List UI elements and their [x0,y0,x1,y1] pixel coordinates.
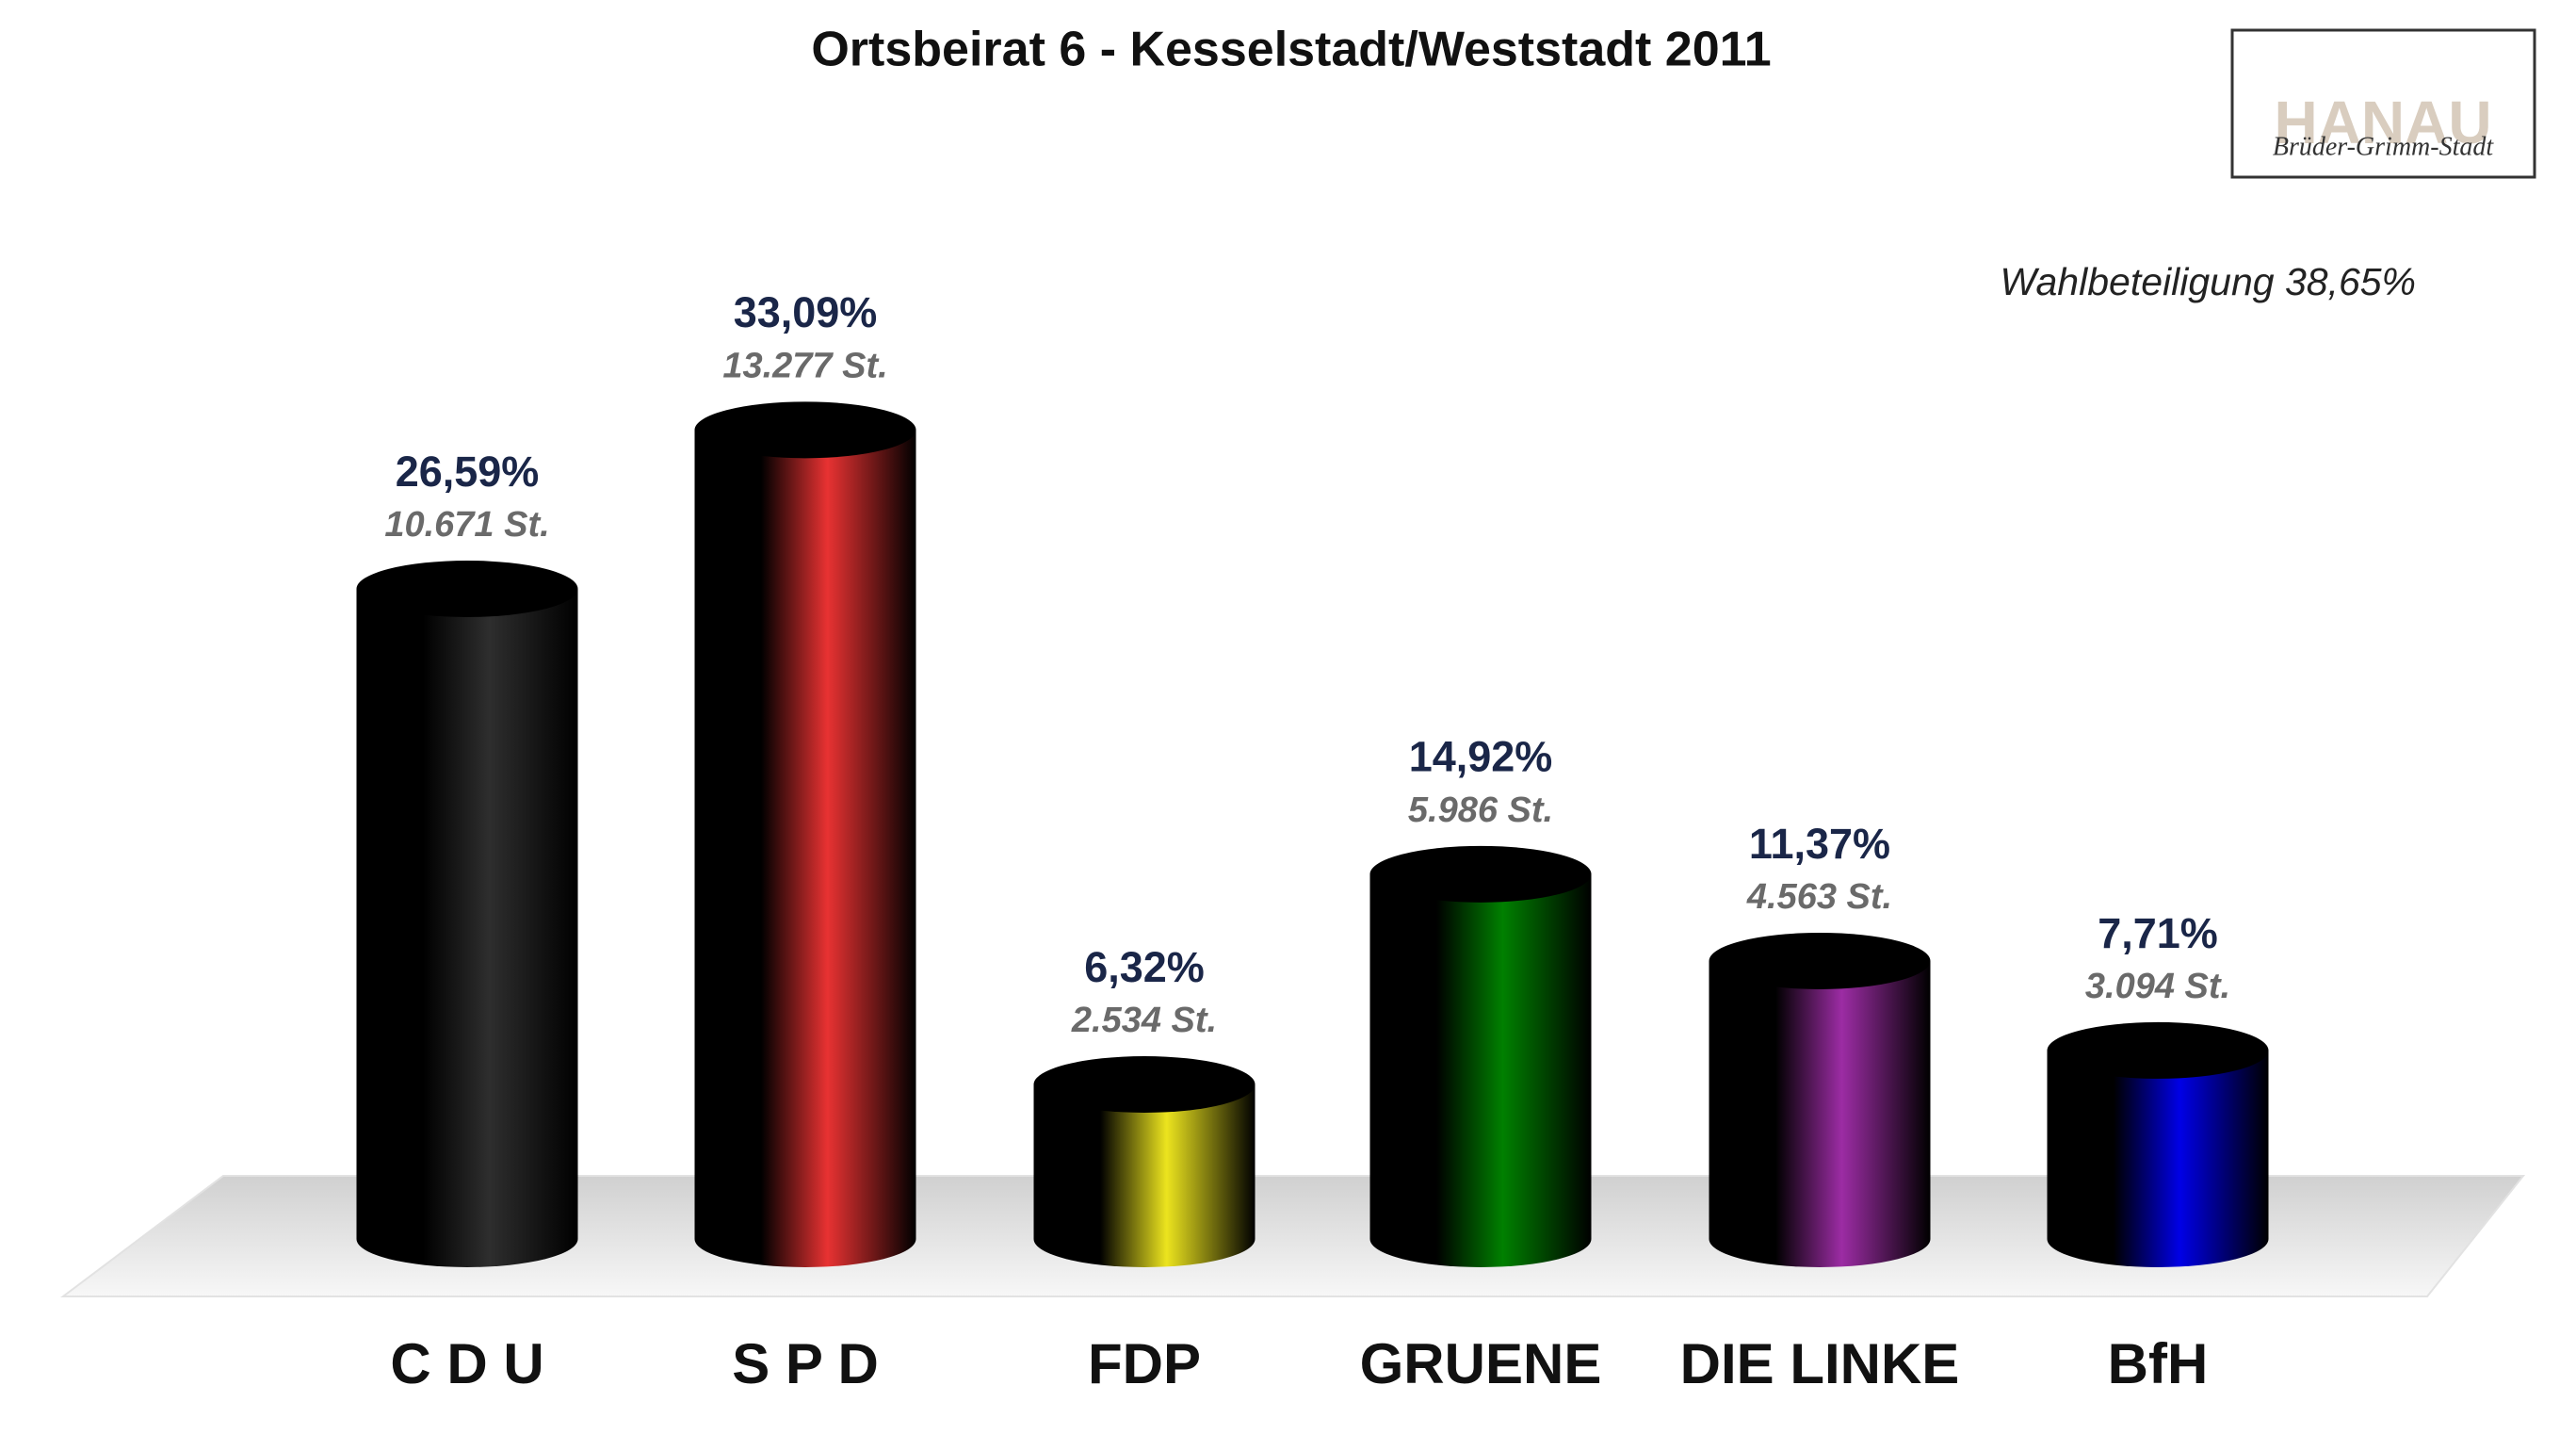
cylinder-top [694,401,916,459]
chart-title: Ortsbeirat 6 - Kesselstadt/Weststadt 201… [811,23,1771,77]
logo: HANAU Brüder-Grimm-Stadt [2230,28,2536,179]
x-tick-label: GRUENE [1360,1332,1602,1395]
votes-label: 2.534 St. [1071,1001,1217,1040]
cylinder-top [1369,845,1592,903]
value-label: 6,32% [1084,943,1205,991]
cylinder-top [356,560,578,617]
logo-frame [2230,28,2536,179]
value-label: 7,71% [2098,909,2218,957]
cylinder-body [694,430,916,1267]
value-label: 14,92% [1409,733,1553,781]
votes-label: 13.277 St. [722,346,887,385]
annotation: Wahlbeteiligung 38,65% [2001,260,2416,303]
cylinder-body [356,588,578,1267]
value-label: 11,37% [1749,820,1890,868]
x-tick-label: C D U [390,1332,543,1395]
value-label: 33,09% [734,288,878,336]
cylinder-top [1033,1055,1256,1113]
cylinder-top [1709,932,1931,989]
x-tick-label: BfH [2108,1332,2209,1395]
x-tick-label: FDP [1088,1332,1201,1395]
cylinder-body [1369,873,1592,1268]
votes-label: 5.986 St. [1408,790,1553,830]
logo-subtitle: Brüder-Grimm-Stadt [2273,132,2495,161]
cylinder-top [2047,1021,2269,1079]
x-tick-label: DIE LINKE [1680,1332,1960,1395]
logo-title: HANAU [2274,89,2491,156]
cylinder-body [2047,1050,2269,1268]
votes-label: 4.563 St. [1746,877,1892,917]
votes-label: 3.094 St. [2085,967,2230,1006]
x-tick-label: S P D [732,1332,879,1395]
value-label: 26,59% [396,448,540,496]
cylinder-body [1709,960,1931,1268]
votes-label: 10.671 St. [384,505,549,545]
cylinder-body [1033,1084,1256,1268]
